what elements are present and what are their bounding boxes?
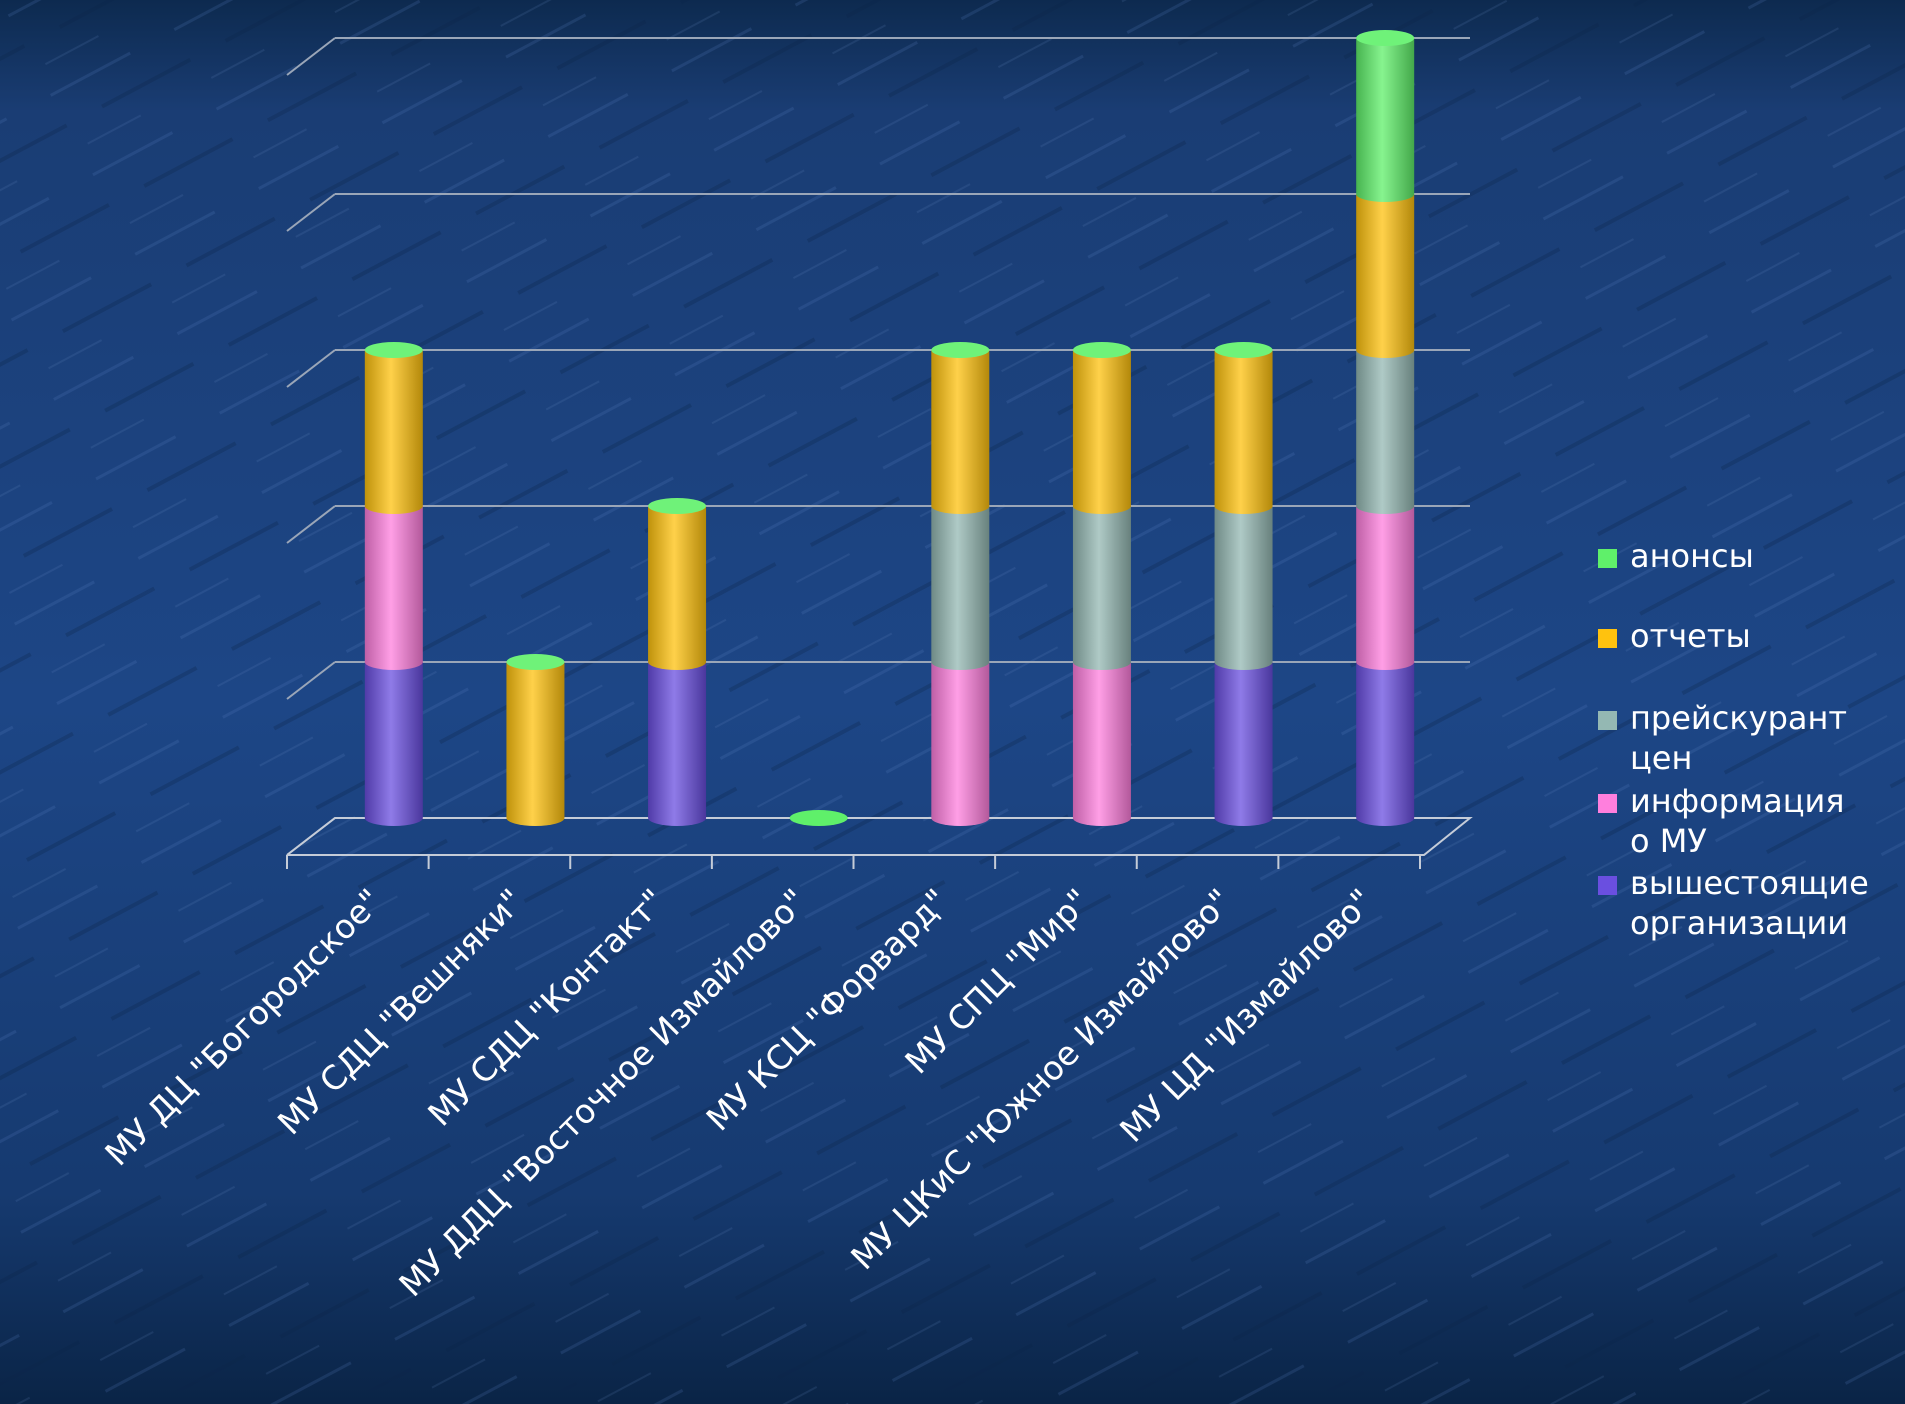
bar-cap — [931, 342, 990, 358]
gridline-depth — [286, 661, 336, 700]
legend-label: анонсы — [1630, 537, 1754, 575]
x-tick-label: МУ КСЦ "Форвард" — [699, 881, 956, 1138]
x-tick-label: МУ ДЦ "Богородское" — [97, 881, 389, 1173]
bar-cap — [648, 498, 707, 514]
bar-segment — [931, 662, 990, 826]
bar-segment — [364, 350, 423, 514]
legend-item: отчеты — [1598, 616, 1898, 656]
bar-segment — [931, 350, 990, 514]
x-tick-label: МУ СДЦ "Контакт" — [420, 881, 673, 1134]
bar-segment — [1356, 506, 1415, 670]
legend-swatch — [1598, 711, 1617, 730]
chart-floor-outline — [286, 817, 1473, 856]
bar-cap — [789, 810, 848, 826]
bar-segment — [648, 662, 707, 826]
bar-segment — [648, 506, 707, 670]
bar-segment — [1072, 506, 1131, 670]
bar-segment — [1072, 350, 1131, 514]
legend-label: отчеты — [1630, 617, 1751, 655]
chart-bars — [364, 30, 1415, 826]
legend-swatch — [1598, 629, 1617, 648]
bar-segment — [364, 662, 423, 826]
bar-cap — [1214, 342, 1273, 358]
bar-segment — [1072, 662, 1131, 826]
legend-swatch — [1598, 549, 1617, 568]
bar-segment — [931, 506, 990, 670]
bar-segment — [1356, 350, 1415, 514]
bar-segment — [1214, 350, 1273, 514]
legend-label: вышестоящие организации — [1630, 864, 1869, 942]
bar-segment — [506, 662, 565, 826]
x-tick-label: МУ СДЦ "Вешняки" — [270, 881, 531, 1142]
x-axis-tick-labels: МУ ДЦ "Богородское"МУ СДЦ "Вешняки"МУ СД… — [97, 881, 1381, 1304]
gridline-depth — [286, 193, 336, 232]
gridline-depth — [286, 37, 336, 76]
legend-swatch — [1598, 794, 1617, 813]
bar-segment — [1214, 662, 1273, 826]
gridline-depth — [286, 349, 336, 388]
bar-segment — [1214, 506, 1273, 670]
legend-item: прейскурант цен — [1598, 698, 1898, 778]
bar-segment — [1356, 662, 1415, 826]
chart-floor — [286, 817, 1473, 869]
bar-segment — [364, 506, 423, 670]
bar-segment — [1356, 38, 1415, 202]
legend-label: информация о МУ — [1630, 782, 1845, 860]
legend-item: вышестоящие организации — [1598, 863, 1898, 943]
chart-gridlines — [286, 37, 1470, 856]
legend-item: информация о МУ — [1598, 781, 1898, 861]
bar-cap — [1072, 342, 1131, 358]
bar-cap — [506, 654, 565, 670]
legend-label: прейскурант цен — [1630, 699, 1848, 777]
gridline-depth — [286, 505, 336, 544]
bar-segment — [1356, 194, 1415, 358]
bar-cap — [364, 342, 423, 358]
legend-item: анонсы — [1598, 536, 1898, 576]
legend-swatch — [1598, 876, 1617, 895]
bar-cap — [1356, 30, 1415, 46]
x-tick-label: МУ ЦД "Измайлово" — [1112, 881, 1381, 1150]
